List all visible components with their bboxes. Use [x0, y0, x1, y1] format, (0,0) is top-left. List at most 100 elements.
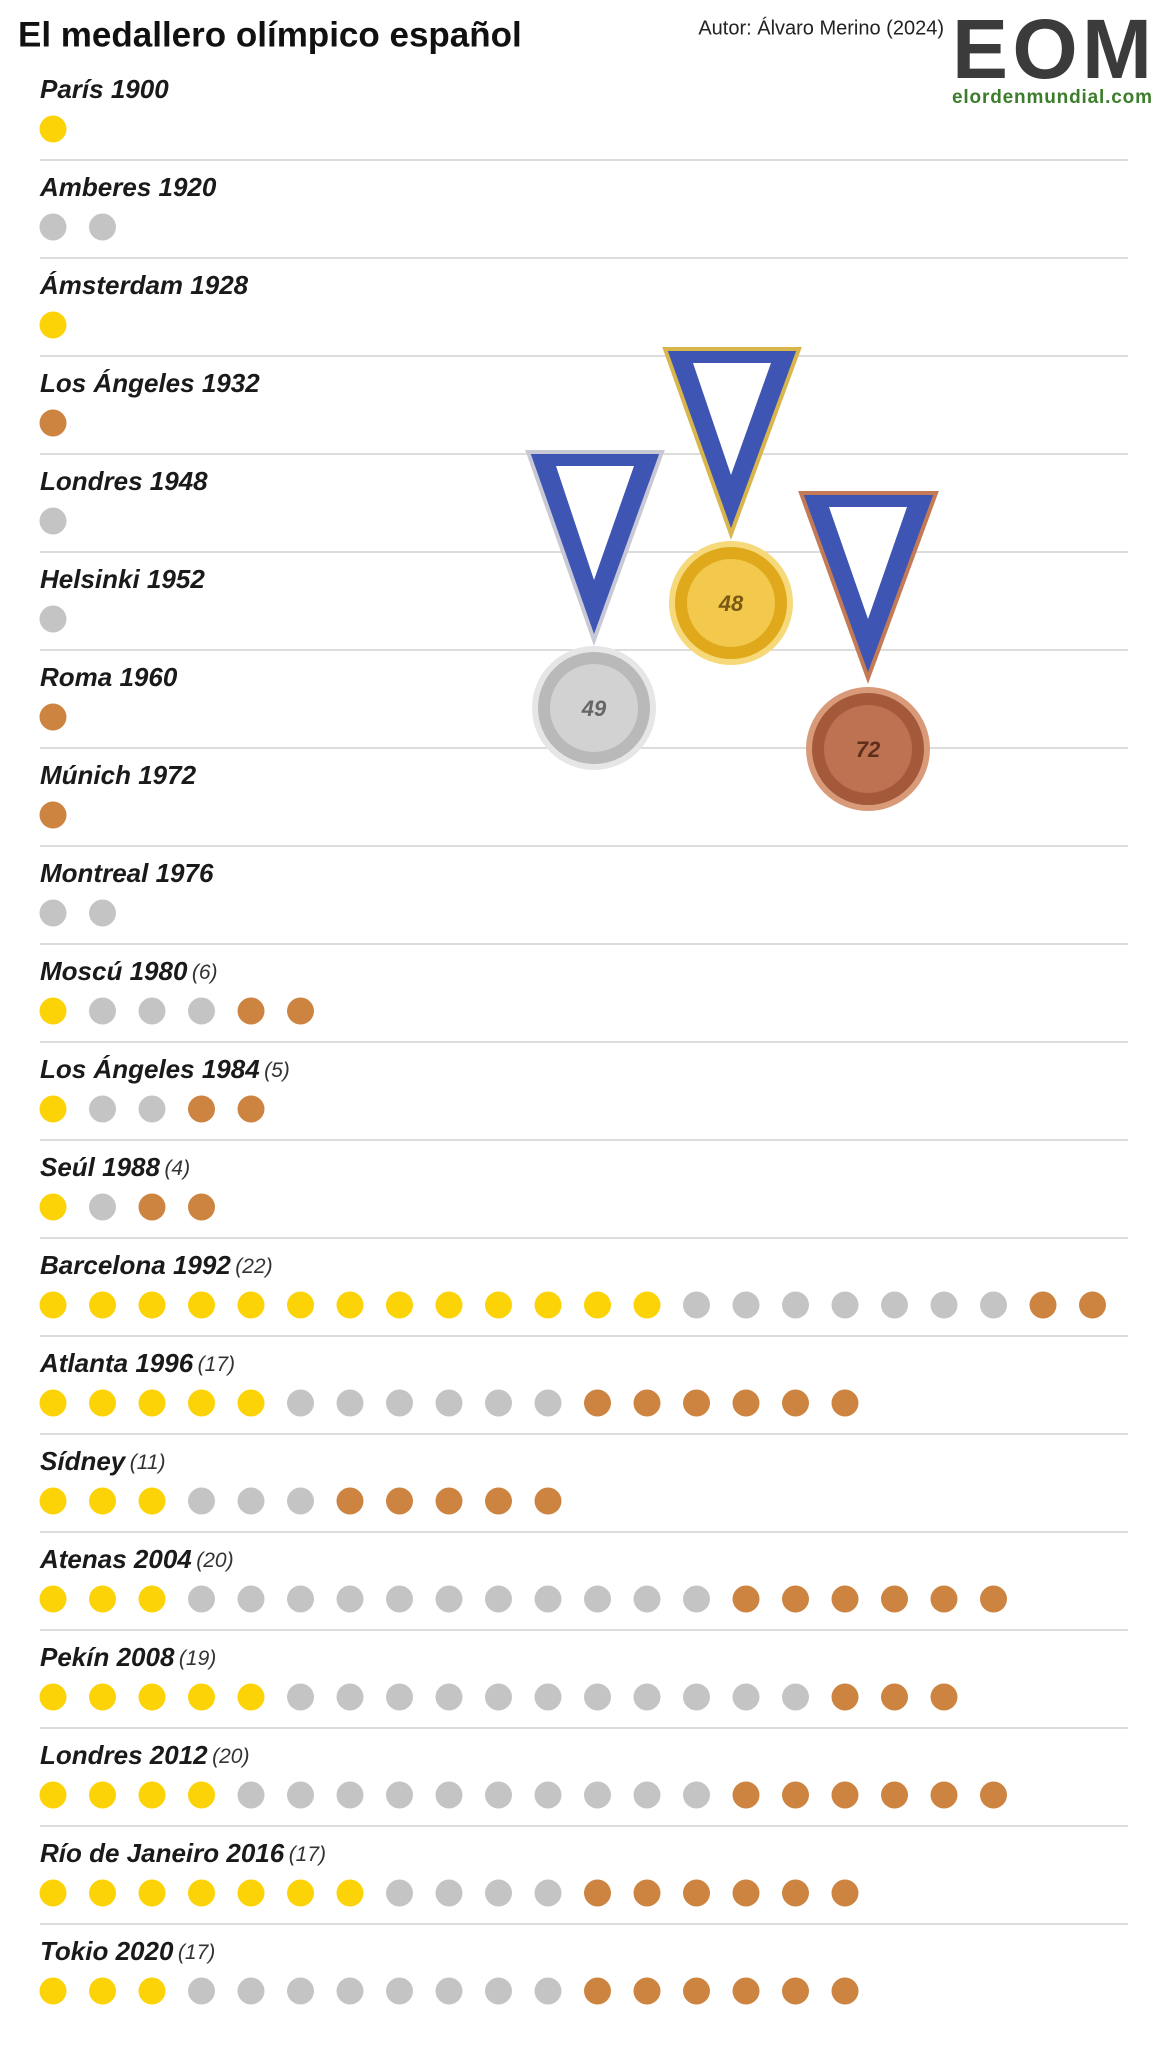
- medal-dot: [534, 1879, 562, 1907]
- medal-dot: [584, 1781, 611, 1809]
- medal-dot: [633, 1683, 661, 1711]
- medal-dot: [831, 1585, 859, 1613]
- medal-dot: [39, 997, 67, 1025]
- silver-total: 49: [581, 696, 607, 721]
- edition-name: Río de Janeiro 2016: [40, 1838, 285, 1868]
- medal-dot: [336, 1487, 364, 1515]
- medal-dot: [633, 1389, 661, 1417]
- medal-dot: [89, 997, 116, 1025]
- medal-dot: [287, 1389, 314, 1417]
- medal-dot: [89, 1781, 116, 1809]
- medal-dot: [89, 1585, 116, 1613]
- medal-dot: [534, 1291, 562, 1319]
- medal-dot: [782, 1389, 809, 1417]
- bronze-face: [824, 705, 912, 793]
- medal-count: (22): [235, 1255, 272, 1278]
- ribbon-gap: [829, 507, 907, 619]
- medal-dot: [584, 1879, 611, 1907]
- medal-dot: [336, 1977, 364, 2005]
- medal-dot: [633, 1585, 661, 1613]
- author: Autor: Álvaro Merino (2024): [698, 16, 944, 39]
- medal-dot: [782, 1781, 809, 1809]
- medal-dot: [138, 1291, 166, 1319]
- edition-label: Río de Janeiro 2016 (17): [40, 1838, 326, 1868]
- medal-dot: [188, 1585, 215, 1613]
- medal-dot: [39, 1389, 67, 1417]
- medal-dot: [237, 1977, 265, 2005]
- ribbon-gap: [693, 363, 771, 475]
- medal-dot: [732, 1683, 760, 1711]
- edition-name: París 1900: [40, 74, 169, 104]
- medal-dot: [732, 1585, 760, 1613]
- edition-name: Atlanta 1996: [39, 1348, 194, 1378]
- gold-total: 48: [718, 591, 744, 616]
- medal-count: (6): [192, 961, 218, 984]
- medal-dot: [683, 1977, 710, 2005]
- medal-dot: [188, 1193, 215, 1221]
- medal-dot: [287, 1683, 314, 1711]
- medal-dot: [732, 1291, 760, 1319]
- medal-dot: [534, 1683, 562, 1711]
- medal-dot: [237, 1291, 265, 1319]
- edition-label: Atlanta 1996 (17): [39, 1348, 235, 1378]
- medal-dot: [683, 1683, 710, 1711]
- medal-dot: [980, 1291, 1007, 1319]
- edition-label: Los Ángeles 1984 (5): [40, 1054, 290, 1084]
- medal-dot: [237, 997, 265, 1025]
- edition-name: Montreal 1976: [40, 858, 214, 888]
- medal-dot: [881, 1781, 908, 1809]
- medal-dot: [782, 1585, 809, 1613]
- medal-dot: [188, 1291, 215, 1319]
- medal-dot: [188, 1095, 215, 1123]
- medal-dot: [39, 801, 67, 829]
- medal-dot: [633, 1977, 661, 2005]
- medal-count: (17): [178, 1941, 215, 1964]
- edition-label: Helsinki 1952: [40, 564, 205, 594]
- medal-dot: [732, 1781, 760, 1809]
- edition-name: Sídney: [40, 1446, 127, 1476]
- medal-dot: [980, 1585, 1007, 1613]
- medal-dot: [237, 1683, 265, 1711]
- medal-dot: [237, 1389, 265, 1417]
- medal-dot: [336, 1683, 364, 1711]
- medal-dot: [534, 1487, 562, 1515]
- medal-dot: [39, 1095, 67, 1123]
- medal-dot: [732, 1977, 760, 2005]
- medal-dot: [39, 899, 67, 927]
- edition-name: Pekín 2008: [40, 1642, 175, 1672]
- medal-dot: [633, 1291, 661, 1319]
- medal-dot: [881, 1585, 908, 1613]
- medal-dot: [39, 1291, 67, 1319]
- edition-name: Roma 1960: [40, 662, 178, 692]
- medal-dot: [39, 213, 67, 241]
- medal-dot: [89, 1095, 116, 1123]
- medal-count: (20): [196, 1549, 233, 1572]
- medal-count: (17): [198, 1353, 235, 1376]
- medal-dot: [534, 1585, 562, 1613]
- medal-dot: [188, 1683, 215, 1711]
- medal-dot: [138, 1977, 166, 2005]
- medal-dot: [237, 1095, 265, 1123]
- gold-face: [687, 559, 775, 647]
- edition-label: Atenas 2004 (20): [39, 1544, 234, 1574]
- chart-title: El medallero olímpico español: [18, 15, 522, 54]
- logo-mark: EOM: [952, 2, 1152, 96]
- medal-dot: [584, 1977, 611, 2005]
- medal-dot: [287, 1487, 314, 1515]
- edition-name: Londres 2012: [40, 1740, 208, 1770]
- medal-dot: [138, 1095, 166, 1123]
- edition-label: Roma 1960: [40, 662, 178, 692]
- edition-label: Tokio 2020 (17): [40, 1936, 215, 1966]
- medal-dot: [138, 1487, 166, 1515]
- medal-dot: [89, 1487, 116, 1515]
- medal-dot: [89, 1291, 116, 1319]
- medal-dot: [584, 1291, 611, 1319]
- medal-dot: [39, 1487, 67, 1515]
- medal-dot: [1029, 1291, 1057, 1319]
- edition-name: Los Ángeles 1932: [40, 368, 260, 398]
- edition-label: Amberes 1920: [39, 172, 217, 202]
- medal-dot: [633, 1781, 661, 1809]
- medal-dot: [188, 1879, 215, 1907]
- medal-dot: [485, 1781, 512, 1809]
- medal-dot: [138, 1193, 166, 1221]
